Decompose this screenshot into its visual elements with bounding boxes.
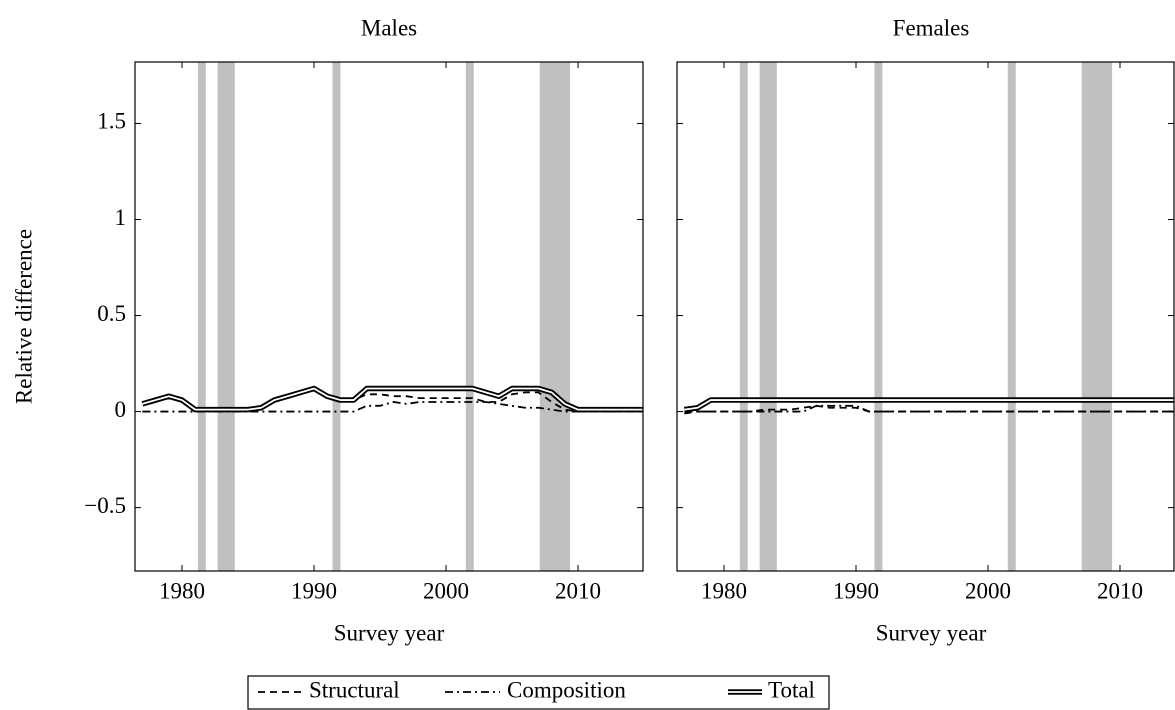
shaded-region (1081, 62, 1113, 571)
x-tick-label: 2010 (1097, 578, 1143, 603)
shaded-region (1007, 62, 1016, 571)
panel-title: Males (361, 15, 417, 40)
y-tick-label: 0.5 (97, 301, 126, 326)
plot-area (141, 62, 643, 571)
shaded-region (465, 62, 474, 571)
x-axis-label: Survey year (876, 620, 987, 645)
total-line-inner (684, 399, 1174, 411)
y-tick-label: 1 (115, 205, 127, 230)
y-tick-label: 1.5 (97, 109, 126, 134)
shaded-region (217, 62, 235, 571)
x-tick-label: 2000 (423, 578, 469, 603)
dashdot-line (142, 401, 643, 413)
x-tick-label: 1980 (701, 578, 747, 603)
dashdot-line (684, 404, 1174, 413)
x-tick-label: 1990 (833, 578, 879, 603)
y-tick-label: −0.5 (84, 493, 126, 518)
legend-label: Total (768, 677, 815, 702)
plot-area (683, 62, 1174, 571)
x-tick-label: 1990 (291, 578, 337, 603)
legend-label: Structural (309, 677, 400, 702)
total-line-inner (142, 387, 643, 411)
x-axis-label: Survey year (334, 620, 445, 645)
shaded-region (759, 62, 777, 571)
plot-frame (134, 61, 644, 572)
y-axis-label: Relative difference (11, 229, 36, 404)
shaded-region (739, 62, 748, 571)
legend-label: Composition (507, 677, 626, 702)
panel-title: Females (893, 15, 970, 40)
x-tick-label: 2000 (965, 578, 1011, 603)
y-tick-label: 0 (115, 397, 127, 422)
shaded-region (539, 62, 571, 571)
x-tick-label: 1980 (159, 578, 205, 603)
shaded-region (197, 62, 206, 571)
plot-frame (676, 61, 1175, 572)
shaded-region (332, 62, 341, 571)
x-tick-label: 2010 (555, 578, 601, 603)
shaded-region (874, 62, 883, 571)
